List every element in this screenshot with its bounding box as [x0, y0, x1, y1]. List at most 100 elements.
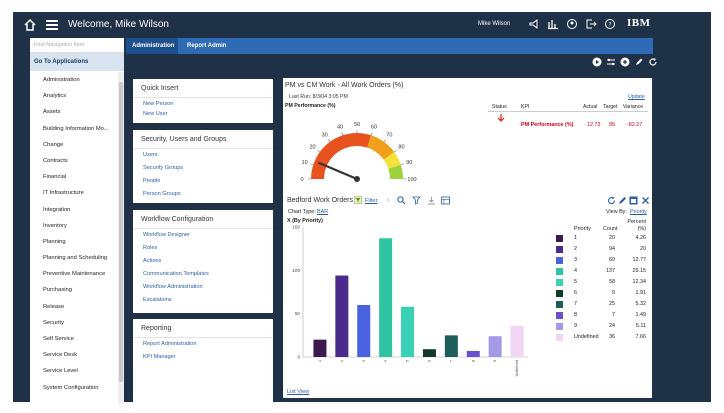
refresh-icon[interactable] — [648, 57, 658, 67]
sidebar-item-assets[interactable]: Assets — [43, 109, 61, 116]
link-kpi-manager[interactable]: KPI Manager — [143, 354, 176, 360]
download-icon[interactable] — [427, 196, 436, 205]
link-users[interactable]: Users — [143, 152, 158, 158]
sidebar-item-self-service[interactable]: Self Service — [43, 336, 74, 342]
sidebar-item-system-configuration[interactable]: System Configuration — [43, 384, 99, 391]
list-view-link[interactable]: List View — [287, 389, 310, 395]
legend-percent: 7.66 — [635, 334, 647, 340]
sidebar-item-administration[interactable]: Administration — [43, 77, 80, 83]
link-report-administration[interactable]: Report Administration — [143, 341, 197, 347]
link-person-groups[interactable]: Person Groups — [143, 191, 181, 197]
legend-count: 25 — [609, 301, 615, 307]
link-actions[interactable]: Actions — [143, 258, 162, 264]
link-workflow-designer[interactable]: Workflow Designer — [143, 232, 190, 238]
chart-type-bar-link[interactable]: BAR — [317, 209, 329, 215]
reporting-title: Reporting — [141, 325, 172, 332]
bar-priority-2[interactable] — [335, 275, 349, 357]
sidebar-item-contracts[interactable]: Contracts — [43, 157, 68, 164]
bar-priority-1[interactable] — [313, 339, 327, 357]
nav-search-input[interactable]: Find Navigation Item — [30, 38, 124, 53]
gauge-tick — [370, 132, 373, 136]
link-roles[interactable]: Roles — [143, 245, 158, 251]
sidebar-item-integration[interactable]: Integration — [43, 206, 71, 213]
link-people[interactable]: People — [143, 178, 161, 184]
kpi-name[interactable]: PM Performance (%) — [521, 122, 574, 128]
workflow-card: Workflow Configuration Workflow Designer… — [133, 210, 273, 313]
link-escalations[interactable]: Escalations — [143, 297, 172, 303]
legend-count: 60 — [609, 257, 615, 263]
chevron-right-icon[interactable]: › — [387, 195, 390, 204]
pm-vs-cm-panel: PM vs CM Work - All Work Orders (%) Last… — [283, 78, 652, 196]
edit-pencil-icon[interactable] — [618, 196, 627, 205]
legend-swatch — [556, 268, 563, 275]
bar-priority-4[interactable] — [379, 238, 393, 357]
home-icon[interactable] — [23, 18, 37, 32]
sidebar-scrollbar[interactable] — [118, 72, 124, 404]
gauge-tick-label: 90 — [406, 160, 412, 166]
sidebar-item-planning[interactable]: Planning — [43, 238, 66, 245]
kpi-actual: 12.73 — [587, 122, 601, 128]
workflow-title: Workflow Configuration — [141, 216, 214, 223]
sidebar-item-it-infrastructure[interactable]: IT Infrastructure — [43, 190, 84, 197]
user-name[interactable]: Mike Wilson — [478, 21, 511, 27]
link-new-user[interactable]: New User — [143, 111, 168, 117]
gauge-tick — [383, 139, 387, 142]
sidebar-item-change[interactable]: Change — [43, 141, 64, 148]
gauge-tick-label: 30 — [322, 133, 328, 139]
legend-swatch — [556, 312, 563, 319]
help-icon[interactable]: ? — [604, 18, 616, 30]
update-link[interactable]: Update — [628, 94, 645, 100]
edit-pencil-icon[interactable] — [634, 57, 644, 67]
bar-priority-8[interactable] — [466, 350, 480, 357]
gauge-green-band — [388, 164, 403, 179]
link-new-person[interactable]: New Person — [143, 101, 174, 107]
bar-priority-undefined[interactable] — [510, 325, 524, 357]
sidebar-item-service-level[interactable]: Service Level — [43, 368, 78, 375]
bar-priority-5[interactable] — [401, 306, 415, 357]
link-security-groups[interactable]: Security Groups — [143, 165, 184, 171]
search-icon[interactable] — [397, 196, 406, 205]
legend-priority: 5 — [574, 279, 577, 285]
clear-filter-icon[interactable] — [412, 196, 421, 205]
link-workflow-administration[interactable]: Workflow Administration — [143, 284, 203, 290]
tab-report-admin[interactable]: Report Admin — [187, 43, 227, 49]
priority-bar-chart: 0 50 100 150 1 2 3 4 5 6 7 8 9 Undefined — [292, 225, 528, 376]
sidebar-item-financial[interactable]: Financial — [43, 174, 67, 181]
settings-sliders-icon[interactable] — [606, 57, 616, 67]
filter-icon[interactable] — [354, 196, 362, 204]
sidebar-item-release[interactable]: Release — [43, 303, 65, 310]
sign-out-icon[interactable] — [585, 18, 597, 30]
bar-priority-3[interactable] — [357, 305, 371, 357]
bar-priority-7[interactable] — [444, 335, 458, 357]
sidebar-item-purchasing[interactable]: Purchasing — [43, 287, 73, 294]
table-view-icon[interactable] — [441, 196, 450, 205]
close-icon[interactable] — [641, 196, 650, 205]
profile-icon[interactable] — [566, 18, 578, 30]
gauge-red-band — [311, 133, 372, 179]
bar-priority-9[interactable] — [488, 336, 502, 357]
bulletin-icon[interactable] — [528, 18, 540, 30]
filter-link[interactable]: Filter — [365, 198, 378, 204]
reports-icon[interactable] — [547, 18, 559, 30]
refresh-icon[interactable] — [607, 196, 616, 205]
sidebar-item-planning-and-scheduling[interactable]: Planning and Scheduling — [43, 255, 108, 262]
gauge-tick-label: 80 — [398, 145, 404, 151]
legend-priority: 7 — [574, 301, 577, 307]
play-icon[interactable] — [592, 57, 602, 67]
divider — [133, 337, 273, 338]
sidebar-item-inventory[interactable]: Inventory — [43, 222, 67, 229]
view-by-priority-link[interactable]: Priority — [630, 209, 647, 215]
bar-priority-6[interactable] — [422, 349, 436, 357]
tab-administration[interactable]: Administration — [126, 38, 178, 54]
sidebar-item-service-desk[interactable]: Service Desk — [43, 352, 78, 359]
hamburger-menu-icon[interactable] — [45, 19, 59, 31]
scrollbar-thumb[interactable] — [119, 82, 123, 382]
sidebar-item-building-information-mo[interactable]: Building Information Mo... — [43, 125, 109, 132]
maximize-icon[interactable] — [629, 196, 638, 205]
add-icon[interactable] — [620, 57, 630, 67]
sidebar-item-security[interactable]: Security — [43, 319, 64, 326]
link-communication-templates[interactable]: Communication Templates — [143, 271, 209, 277]
sidebar-item-preventive-maintenance[interactable]: Preventive Maintenance — [43, 271, 106, 278]
chart-y-label: X (By Priority) — [287, 218, 323, 224]
sidebar-item-analytics[interactable]: Analytics — [43, 93, 67, 100]
